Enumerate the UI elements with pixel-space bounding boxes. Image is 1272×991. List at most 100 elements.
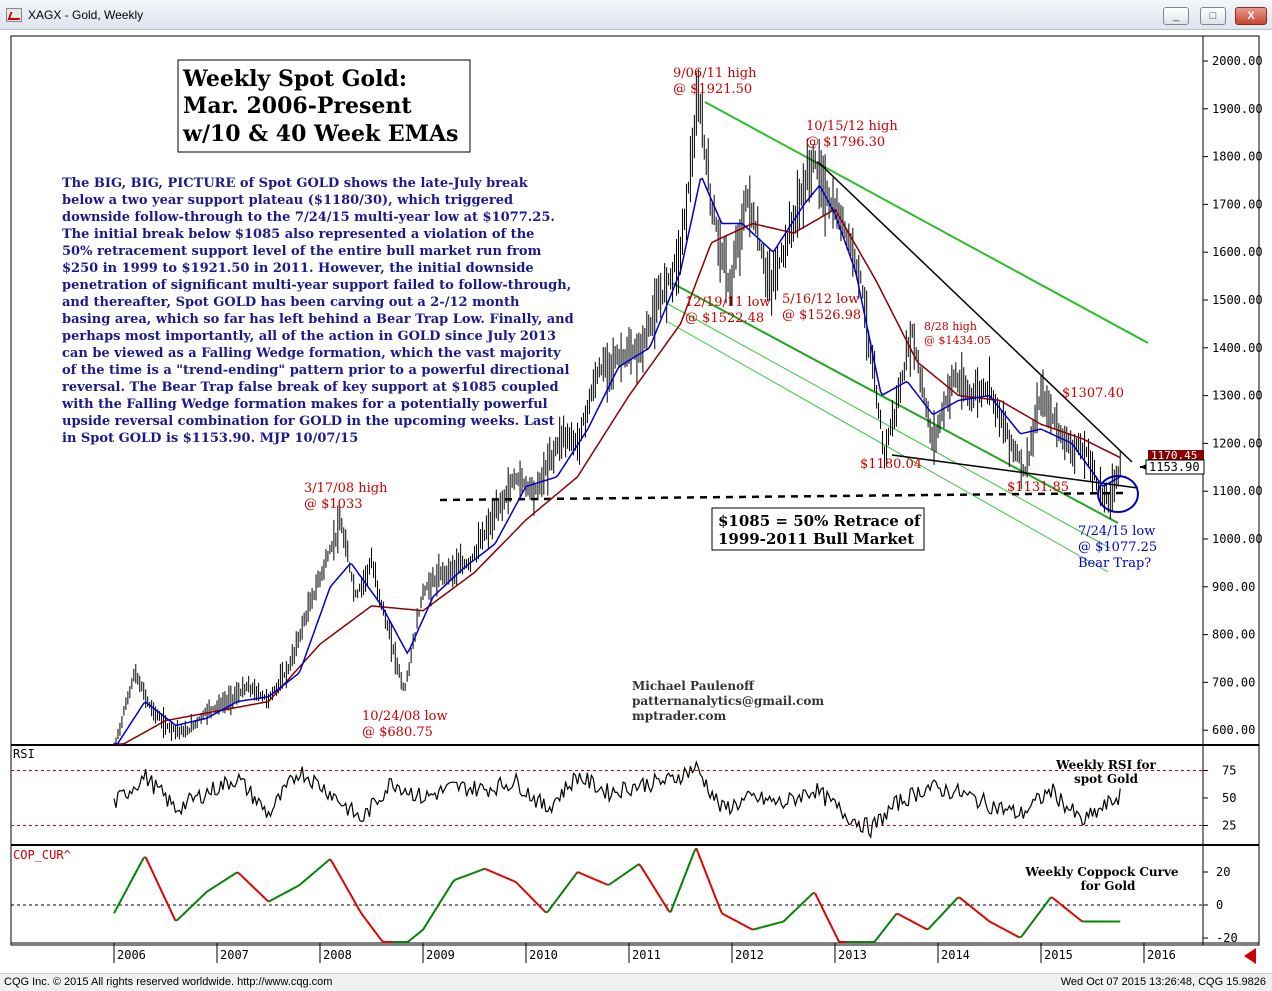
close-button[interactable]: X (1235, 7, 1267, 25)
annotation-high-2012: 10/15/12 high (806, 119, 898, 134)
coppock-segment (1024, 928, 1028, 933)
coppock-segment (592, 877, 596, 881)
coppock-segment (354, 902, 359, 908)
annotation-high-2013: @ $1434.05 (924, 334, 991, 347)
coppock-segment (279, 893, 283, 897)
coppock-segment (362, 915, 367, 920)
coppock-segment (832, 929, 836, 935)
coppock-segment (226, 876, 230, 880)
coppock-segment (297, 883, 301, 887)
coppock-segment (445, 887, 450, 893)
date-tick-label: 2011 (632, 948, 661, 962)
coppock-segment (792, 909, 797, 913)
coppock-segment (581, 872, 584, 876)
annotation-retrace: 1999-2011 Bull Market (718, 530, 914, 548)
coppock-segment (437, 900, 442, 905)
minimize-button[interactable]: _ (1163, 7, 1189, 25)
coppock-segment (824, 913, 828, 918)
coppock-segment (325, 860, 329, 864)
rsi-tick-label: 75 (1222, 764, 1236, 778)
coppock-segment (899, 914, 903, 918)
coppock-segment (317, 866, 321, 871)
coppock-segment (583, 873, 586, 877)
coppock-segment (247, 881, 252, 886)
annotation-low-2008: 10/24/08 low (362, 709, 448, 724)
coppock-segment (358, 909, 363, 915)
coppock-segment (115, 905, 119, 911)
coppock-segment (689, 856, 694, 862)
coppock-segment (344, 885, 349, 891)
coppock-segment (1042, 904, 1046, 909)
coppock-segment (113, 909, 117, 914)
coppock-segment (587, 875, 590, 878)
coppock-segment (261, 895, 266, 899)
maximize-button[interactable]: □ (1200, 7, 1226, 25)
coppock-segment (659, 897, 664, 902)
coppock-segment (745, 925, 749, 929)
coppock-segment (175, 919, 178, 922)
window-title: XAGX - Gold, Weekly (28, 8, 144, 22)
coppock-segment (253, 887, 258, 891)
coppock-segment (733, 918, 737, 922)
coppock-segment (511, 879, 515, 883)
coppock-segment (588, 876, 592, 879)
coppock-segment (1014, 934, 1018, 938)
coppock-segment (834, 933, 838, 939)
coppock-segment (331, 861, 335, 866)
coppock-segment (370, 926, 375, 931)
coppock-segment (148, 865, 153, 871)
chart-canvas[interactable]: 2000.00 1900.00 1800.00 1700.00 1600.00 1500.… (0, 30, 1272, 973)
coppock-segment (897, 913, 901, 917)
coppock-segment (634, 864, 638, 868)
coppock-segment (543, 909, 547, 914)
coppock-segment (905, 917, 909, 921)
coppock-segment (123, 890, 127, 896)
coppock-segment (873, 938, 878, 943)
coppock-segment (1050, 896, 1054, 899)
coppock-segment (982, 915, 987, 920)
date-tick-label: 2016 (1147, 948, 1176, 962)
coppock-segment (449, 881, 454, 886)
coppock-segment (168, 907, 173, 913)
coppock-segment (1012, 933, 1016, 937)
coppock-segment (879, 930, 884, 935)
timestamp-text: Wed Oct 07 2015 13:26:48, CQG 15.9826 (1060, 976, 1266, 988)
date-tick-label: 2009 (426, 948, 455, 962)
coppock-segment (645, 875, 650, 880)
coppock-segment (953, 899, 957, 903)
coppock-segment (410, 936, 414, 941)
coppock-segment (816, 896, 821, 902)
price-tick-label: 2000.00 (1212, 54, 1263, 68)
coppock-segment (747, 926, 751, 930)
coppock-segment (945, 907, 949, 911)
coppock-segment (329, 858, 333, 863)
scroll-left-arrow-icon[interactable] (1244, 948, 1256, 964)
coppock-segment (287, 889, 291, 893)
coppock-segment (470, 872, 473, 875)
coppock-segment (535, 901, 539, 906)
coppock-segment (802, 899, 806, 904)
coppock-segment (931, 922, 935, 926)
coppock-segment (755, 927, 759, 930)
coppock-segment (612, 879, 616, 883)
coppock-segment (919, 924, 923, 928)
date-tick-label: 2014 (941, 948, 970, 962)
coppock-segment (178, 915, 183, 919)
coppock-segment (893, 913, 898, 917)
coppock-segment (439, 897, 444, 902)
coppock-segment (665, 907, 670, 912)
coppock-segment (202, 892, 206, 896)
coppock-segment (598, 880, 602, 884)
price-tick-label: 900.00 (1212, 580, 1255, 594)
coppock-segment (622, 872, 626, 876)
coppock-segment (1058, 901, 1062, 906)
coppock-segment (270, 898, 273, 902)
copyright-text: CQG Inc. © 2015 All rights reserved worl… (4, 976, 333, 988)
coppock-segment (600, 881, 604, 884)
channel-line-3 (667, 321, 1109, 573)
coppock-segment (418, 930, 422, 934)
coppock-segment (889, 918, 894, 922)
chart-title-line-2: Mar. 2006-Present (183, 93, 412, 119)
chart-title-line-1: Weekly Spot Gold: (182, 66, 407, 92)
coppock-segment (208, 888, 212, 892)
